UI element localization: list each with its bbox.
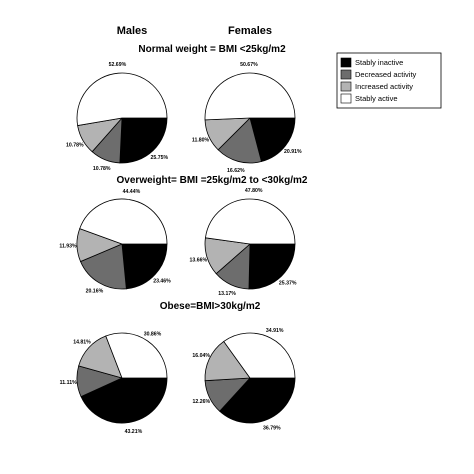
legend-label-increased-activity: Increased activity <box>355 82 413 91</box>
column-header-males: Males <box>117 25 148 37</box>
pie-label-males-decreased-activity: 10.78% <box>93 166 111 172</box>
legend: Stably inactive Decreased activity Incre… <box>336 52 442 109</box>
pie-label-males-stably-inactive: 43.21% <box>125 429 143 435</box>
row-title-normal-weight: Normal weight = BMI <25kg/m2 <box>138 44 286 55</box>
pie-label-males-stably-active: 52.69% <box>109 62 127 68</box>
legend-label-stably-inactive: Stably inactive <box>355 58 403 67</box>
row-title-overweight: Overweight= BMI =25kg/m2 to <30kg/m2 <box>117 175 308 186</box>
pie-label-males-increased-activity: 10.78% <box>66 142 84 148</box>
legend-label-decreased-activity: Decreased activity <box>355 70 417 79</box>
pie-slice-females-stably-inactive <box>249 117 296 163</box>
pie-slice-males-stably-inactive <box>121 243 168 290</box>
pie-label-males-increased-activity: 14.81% <box>73 340 91 346</box>
pie-slice-females-increased-activity <box>204 340 251 382</box>
pie-slice-males-stably-active <box>79 198 168 245</box>
legend-box <box>336 52 442 109</box>
pie-slice-males-stably-active <box>76 72 168 127</box>
pie-slice-females-stably-active <box>223 332 296 379</box>
pie-charts: 25.75% 10.78% 10.78% 52.69% 20.91% 16.62% 11.8… <box>59 62 302 435</box>
legend-swatch-stably-inactive <box>340 57 352 68</box>
pie-label-males-decreased-activity: 11.11% <box>60 380 77 386</box>
pie-label-males-increased-activity: 11.93% <box>59 243 77 249</box>
pie-slice-females-stably-inactive <box>219 377 296 424</box>
pie-slice-females-stably-active <box>204 72 296 121</box>
pie-label-males-stably-inactive: 23.46% <box>153 278 171 284</box>
column-header-females: Females <box>228 25 272 37</box>
pie-label-males-decreased-activity: 20.16% <box>86 288 104 294</box>
pie-slice-females-decreased-activity <box>217 117 262 164</box>
legend-swatch-increased-activity <box>340 81 352 92</box>
pie-slice-females-stably-inactive <box>248 243 296 290</box>
pie-label-females-increased-activity: 13.66% <box>189 258 207 264</box>
pie-label-males-stably-inactive: 25.75% <box>150 155 168 161</box>
pie-label-females-decreased-activity: 12.26% <box>192 399 210 405</box>
pie-slice-males-stably-inactive <box>80 377 168 424</box>
legend-swatch-stably-active <box>340 93 352 104</box>
pie-label-females-stably-active: 47.80% <box>245 188 263 194</box>
row-title-obese: Obese=BMI>30kg/m2 <box>160 301 261 312</box>
pie-slice-males-stably-active <box>105 332 168 379</box>
pie-label-females-decreased-activity: 16.62% <box>227 168 245 174</box>
legend-swatch-decreased-activity <box>340 69 352 80</box>
pie-label-females-stably-inactive: 25.37% <box>279 281 297 287</box>
pie-label-females-stably-active: 34.91% <box>266 328 284 334</box>
pie-label-males-stably-active: 30.86% <box>144 332 162 338</box>
pie-label-females-stably-inactive: 36.79% <box>263 425 281 431</box>
legend-label-stably-active: Stably active <box>355 94 398 103</box>
pie-label-females-increased-activity: 16.04% <box>192 353 210 359</box>
pie-label-males-stably-active: 44.44% <box>123 189 141 195</box>
pie-slice-males-decreased-activity <box>80 243 127 290</box>
pie-label-females-stably-active: 50.67% <box>240 62 258 68</box>
pie-label-females-stably-inactive: 20.91% <box>284 149 302 155</box>
pie-label-females-increased-activity: 11.80% <box>192 138 210 144</box>
pie-slice-females-stably-active <box>204 198 296 245</box>
pie-label-females-decreased-activity: 13.17% <box>218 291 236 297</box>
pie-slice-males-stably-inactive <box>119 117 168 164</box>
